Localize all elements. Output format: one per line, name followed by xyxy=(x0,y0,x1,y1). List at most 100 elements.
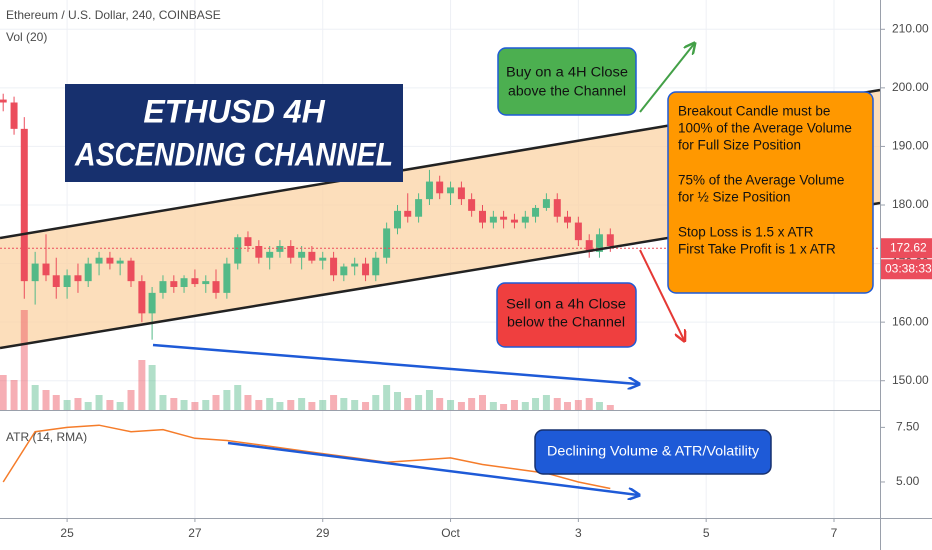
volume-bar xyxy=(52,395,60,410)
title-line: ETHUSD 4H xyxy=(143,93,325,129)
candle-body xyxy=(510,219,518,223)
buy-arrow xyxy=(639,44,694,113)
rules-line: Stop Loss is 1.5 x ATR xyxy=(678,225,814,240)
rules-line: for ½ Size Position xyxy=(678,190,791,205)
candle-body xyxy=(574,222,582,241)
candle-body xyxy=(500,216,508,220)
y-tick-label: 190.00 xyxy=(892,139,929,153)
candle-body xyxy=(106,257,114,264)
volume-bar xyxy=(468,398,476,410)
candle-body xyxy=(10,102,18,129)
volume-bar xyxy=(106,400,114,410)
candle-body xyxy=(255,246,263,258)
candle-body xyxy=(415,199,423,217)
volume-bar xyxy=(287,400,295,410)
candle-body xyxy=(606,234,614,246)
candle-body xyxy=(553,199,561,217)
candle-body xyxy=(202,281,210,285)
candle-body xyxy=(330,257,338,276)
volume-bar xyxy=(330,395,338,410)
buy-text: Buy on a 4H Close xyxy=(506,65,628,80)
candle-body xyxy=(319,257,327,261)
rules-line: Breakout Candle must be xyxy=(678,104,830,119)
candle-body xyxy=(63,275,71,287)
y-tick-label: 160.00 xyxy=(892,314,929,328)
candle-body xyxy=(532,207,540,217)
channel-fill xyxy=(0,90,880,348)
volume-bar xyxy=(42,390,50,410)
volume-bar xyxy=(0,375,7,410)
candle-body xyxy=(20,128,28,282)
countdown-tag xyxy=(881,259,932,280)
volume-bar xyxy=(489,402,497,410)
last-price-tag xyxy=(881,238,932,259)
volume-bar xyxy=(563,402,571,410)
sell-box xyxy=(496,282,637,348)
atr-pane xyxy=(2,424,611,490)
candle-body xyxy=(191,278,199,285)
volume-bar xyxy=(595,402,603,410)
volume-bar xyxy=(116,402,124,410)
last-price-label: 172.62 xyxy=(890,240,927,254)
buy-box xyxy=(497,47,637,116)
candle-body xyxy=(127,260,135,282)
buy-text: above the Channel xyxy=(508,84,626,99)
volume-bar xyxy=(457,402,465,410)
candle-body xyxy=(489,216,497,223)
candle-body xyxy=(42,263,50,276)
volume-text: Declining Volume & ATR/Volatility xyxy=(547,444,759,459)
volume-bar xyxy=(542,395,550,410)
sell-text: Sell on a 4h Close xyxy=(506,297,626,312)
volume-bar xyxy=(20,310,28,410)
x-tick-label: 7 xyxy=(831,526,838,540)
candle-body xyxy=(148,292,156,314)
volume-bar xyxy=(319,400,327,410)
volume-bar xyxy=(500,404,508,410)
axes: 150.00160.00170.00180.00190.00200.00210.… xyxy=(60,21,932,540)
volume-bar xyxy=(372,395,380,410)
volume-bar xyxy=(266,398,274,410)
title-line: ASCENDING CHANNEL xyxy=(74,136,393,172)
candle-body xyxy=(457,187,465,200)
y-tick-label: 210.00 xyxy=(892,21,929,35)
candle-body xyxy=(244,237,252,246)
volume-bar xyxy=(340,398,348,410)
volume-bar xyxy=(255,400,263,410)
volume-bar xyxy=(383,385,391,410)
candle-body xyxy=(340,266,348,276)
volume-bar xyxy=(276,402,284,410)
candle-body xyxy=(223,263,231,293)
rules-line: 100% of the Average Volume xyxy=(678,121,852,136)
volume-arrow xyxy=(152,343,638,384)
candle-body xyxy=(298,251,306,258)
rules-box xyxy=(667,91,874,294)
y-tick-label: 5.00 xyxy=(896,474,920,488)
x-tick-label: 5 xyxy=(703,526,710,540)
volume-bar xyxy=(159,395,167,410)
volume-bar xyxy=(223,390,231,410)
volume-bar xyxy=(510,400,518,410)
y-tick-label: 200.00 xyxy=(892,80,929,94)
volume-bar xyxy=(308,402,316,410)
candle-body xyxy=(436,181,444,194)
candle-body xyxy=(308,251,316,261)
candle-body xyxy=(478,210,486,223)
volume-bar xyxy=(191,402,199,410)
volume-bar xyxy=(10,380,18,410)
y-tick-label: 180.00 xyxy=(892,197,929,211)
volume-bar xyxy=(95,395,103,410)
atr-line xyxy=(2,424,611,490)
candle-body xyxy=(0,99,7,103)
volume-bar xyxy=(606,405,614,410)
candle-body xyxy=(212,281,220,293)
title-box xyxy=(65,84,403,182)
candle-body xyxy=(447,187,455,194)
volume-label: Vol (20) xyxy=(6,30,47,44)
candle-body xyxy=(84,263,92,282)
candle-body xyxy=(362,263,370,276)
volume-bar xyxy=(404,398,412,410)
candle-body xyxy=(542,199,550,208)
atr-arrow xyxy=(227,441,638,495)
volume-bar xyxy=(212,395,220,410)
